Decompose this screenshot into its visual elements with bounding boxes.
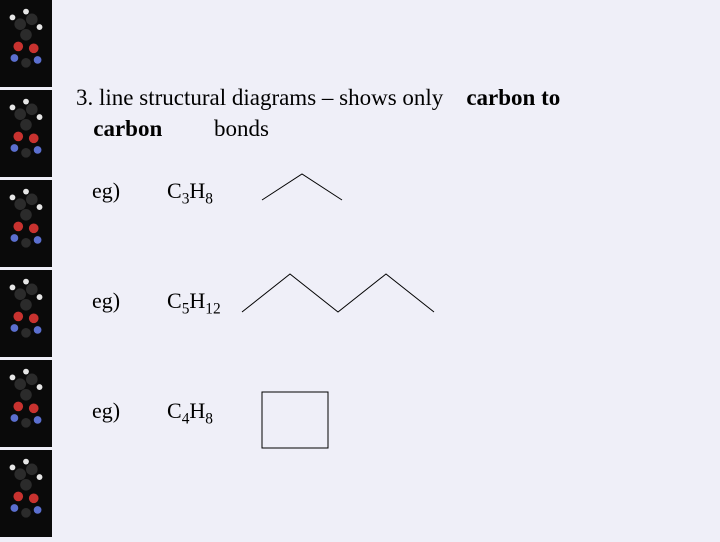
formula-c3h8: C3H8 bbox=[167, 178, 213, 208]
heading-bold-2: carbon bbox=[93, 116, 162, 141]
slide-content: 3. line structural diagrams – shows only… bbox=[62, 0, 720, 540]
heading-prefix: 3. line structural diagrams – shows only bbox=[76, 85, 443, 110]
molecule-tile bbox=[0, 90, 52, 180]
line-diagram-pentane bbox=[242, 270, 442, 325]
heading-bold-1: carbon to bbox=[466, 85, 560, 110]
molecule-icon bbox=[10, 9, 43, 68]
molecule-tile bbox=[0, 180, 52, 270]
molecule-icon bbox=[10, 189, 43, 248]
line-diagram-propane bbox=[262, 170, 352, 215]
molecule-tile bbox=[0, 0, 52, 90]
molecule-icon bbox=[10, 459, 43, 518]
molecule-icon bbox=[10, 279, 43, 338]
heading-text: 3. line structural diagrams – shows only… bbox=[76, 82, 706, 144]
example-label: eg) bbox=[92, 178, 120, 204]
molecule-tile bbox=[0, 450, 52, 540]
heading-suffix: bonds bbox=[214, 116, 269, 141]
molecule-tile bbox=[0, 270, 52, 360]
sidebar-molecule-strip bbox=[0, 0, 52, 540]
formula-c4h8: C4H8 bbox=[167, 398, 213, 428]
molecule-tile bbox=[0, 360, 52, 450]
line-diagram-cyclobutane bbox=[262, 392, 332, 457]
molecule-icon bbox=[10, 99, 43, 158]
example-label: eg) bbox=[92, 288, 120, 314]
formula-c5h12: C5H12 bbox=[167, 288, 221, 318]
molecule-icon bbox=[10, 369, 43, 428]
example-label: eg) bbox=[92, 398, 120, 424]
